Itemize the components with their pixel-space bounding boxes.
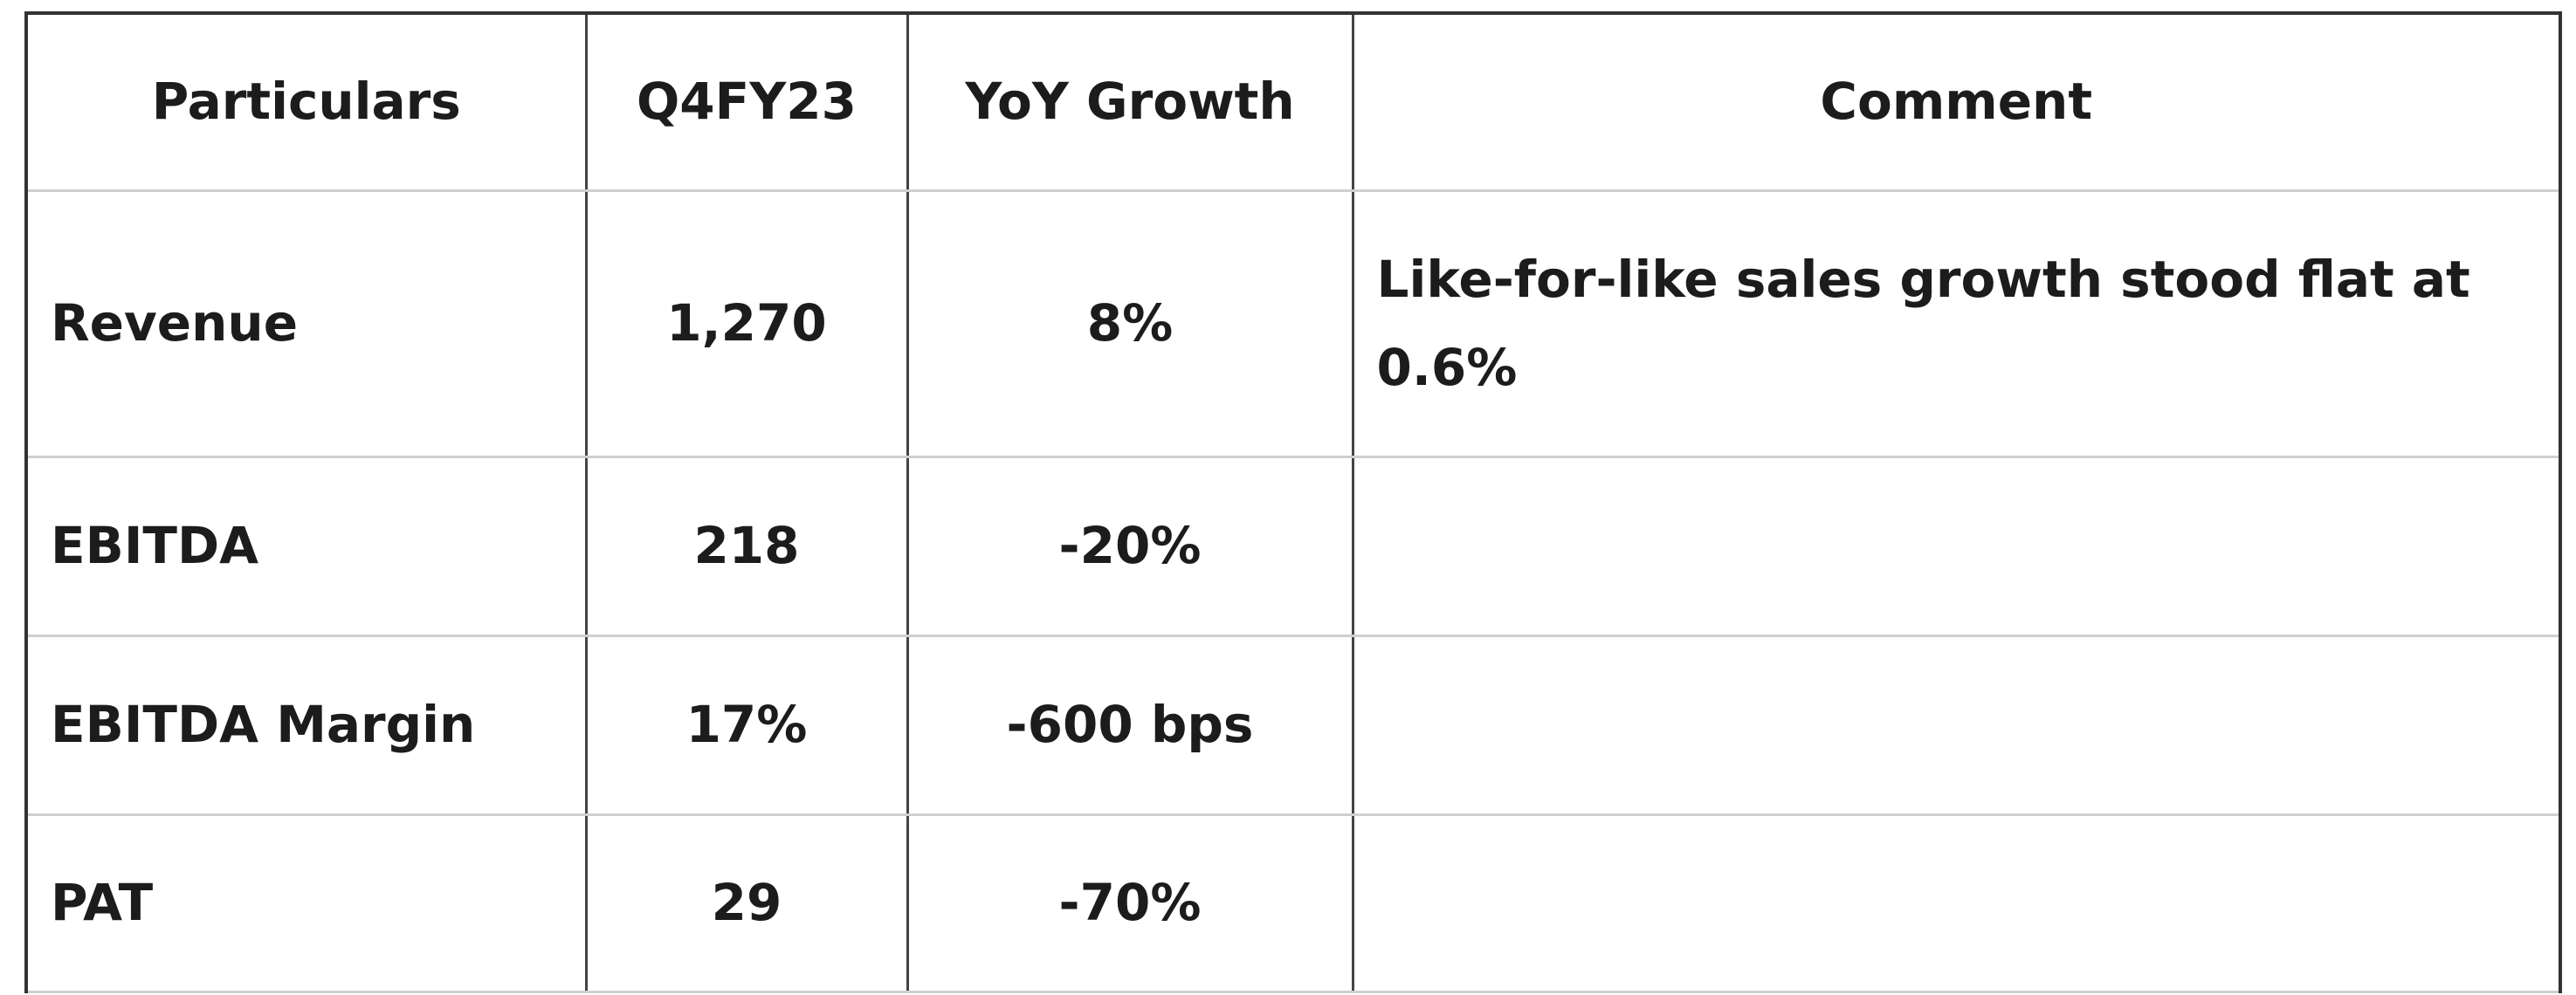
table: Particulars Q4FY23 YoY Growth Comment Reven… <box>24 11 2562 993</box>
table-cell: Like-for-like sales growth stood flat at… <box>1351 189 2562 458</box>
table-cell: PAT <box>24 813 588 993</box>
table-cell: 1,270 <box>584 189 909 458</box>
empty-cell <box>1351 813 2562 993</box>
table-cell: -600 bps <box>906 635 1354 816</box>
header-cell: Comment <box>1351 11 2562 192</box>
table-cell: EBITDA Margin <box>24 635 588 816</box>
table-cell: 8% <box>906 189 1354 458</box>
table-cell: Revenue <box>24 189 588 458</box>
header-row: Particulars Q4FY23 YoY Growth Comment <box>24 11 2562 192</box>
table-row: EBITDA 218 -20% <box>24 456 2562 637</box>
header-cell: YoY Growth <box>906 11 1354 192</box>
header-cell: Q4FY23 <box>584 11 909 192</box>
empty-cell <box>1351 456 2562 637</box>
table-cell: -70% <box>906 813 1354 993</box>
table-row: EBITDA Margin 17% -600 bps <box>24 635 2562 816</box>
table-cell: 17% <box>584 635 909 816</box>
empty-cell <box>1351 635 2562 816</box>
table-row: PAT 29 -70% <box>24 813 2562 993</box>
table-cell: 29 <box>584 813 909 993</box>
table-cell: EBITDA <box>24 456 588 637</box>
header-cell: Particulars <box>24 11 588 192</box>
table-cell: 218 <box>584 456 909 637</box>
table-cell: -20% <box>906 456 1354 637</box>
table-row: Revenue 1,270 8% Like-for-like sales growth… <box>24 189 2562 458</box>
